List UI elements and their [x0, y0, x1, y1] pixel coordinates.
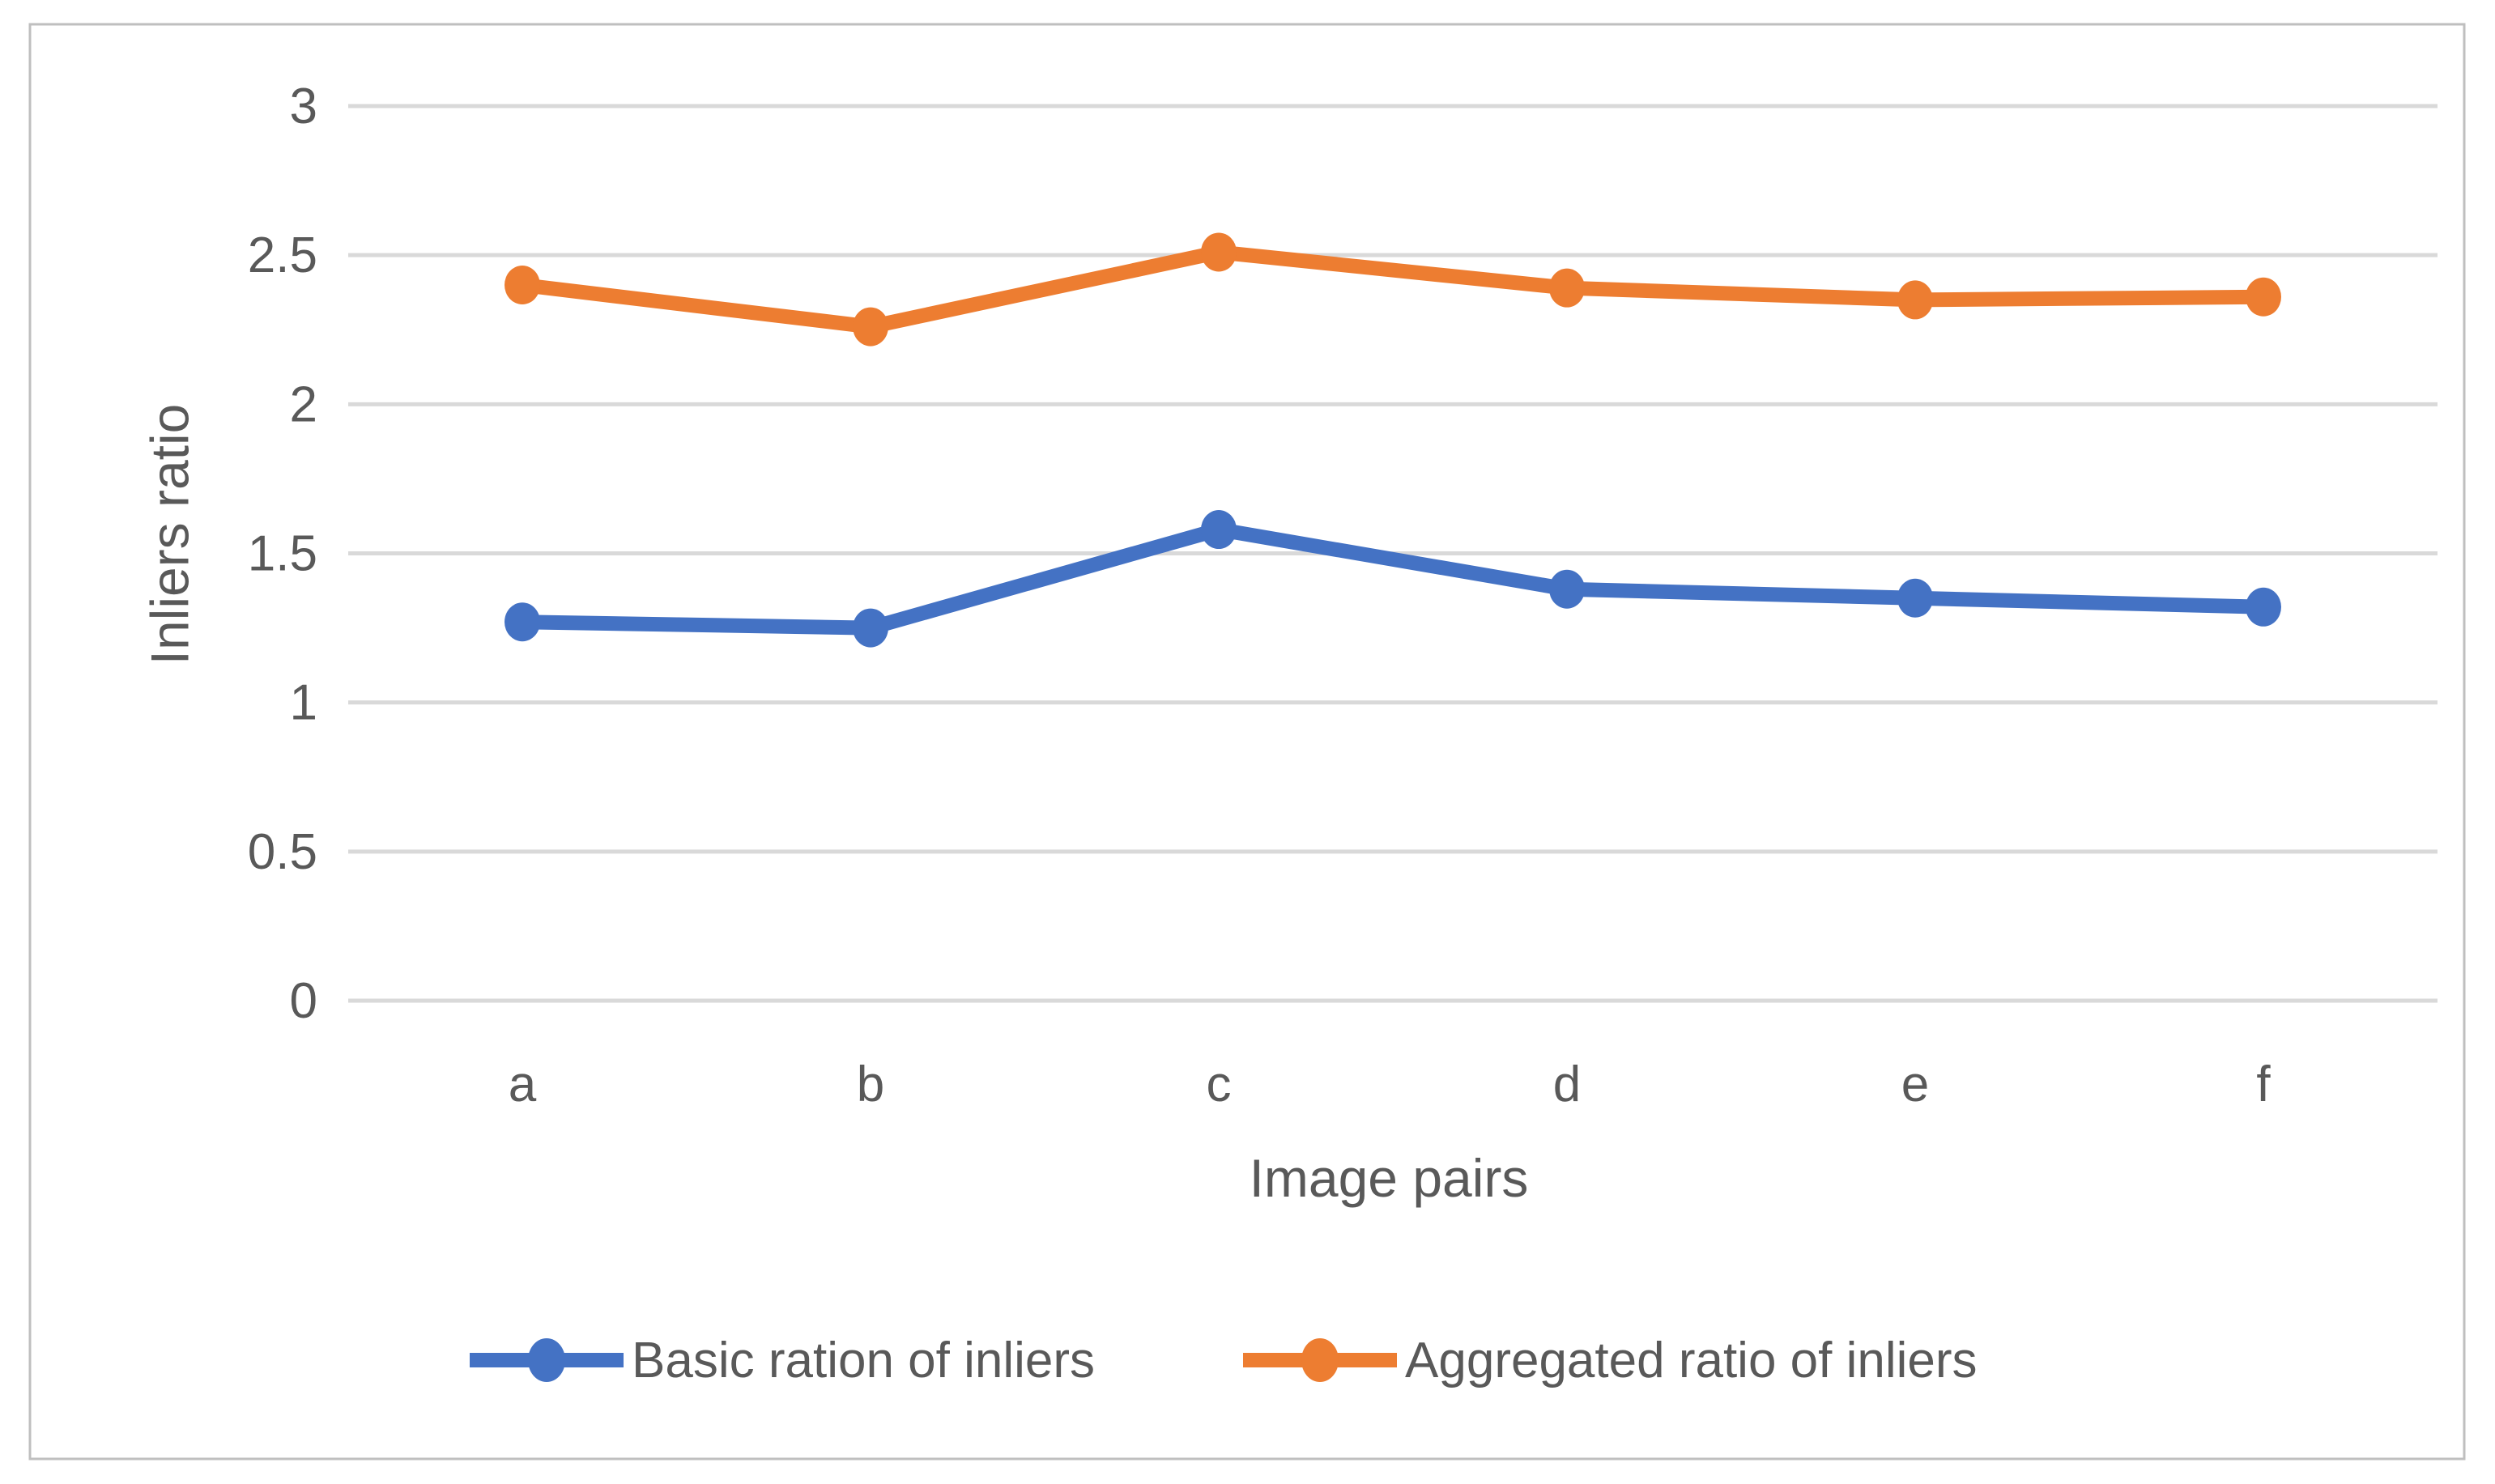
data-point-0-f [2246, 587, 2281, 627]
y-tick-label: 0.5 [248, 824, 317, 880]
data-point-1-d [1549, 268, 1585, 308]
y-tick-label: 1 [290, 675, 317, 731]
data-point-1-a [505, 266, 540, 304]
legend-item-basic: Basic ration of inliers [470, 1333, 1095, 1388]
y-tick-label: 3 [290, 79, 317, 134]
data-point-1-f [2246, 277, 2281, 317]
x-tick-label: d [1553, 1057, 1581, 1112]
data-point-0-b [853, 608, 888, 648]
y-tick-label: 2 [290, 376, 317, 432]
y-axis-title: Inliers ratio [139, 404, 199, 665]
data-point-0-c [1201, 510, 1237, 550]
x-tick-label: b [857, 1057, 884, 1112]
series-line-1 [521, 244, 2264, 334]
legend-marker-aggregated-icon [1301, 1338, 1339, 1382]
chart-border [28, 23, 2466, 1461]
x-tick-label: c [1207, 1057, 1232, 1112]
legend: Basic ration of inliers Aggregated ratio… [470, 1333, 1978, 1388]
legend-label-aggregated: Aggregated ratio of inliers [1405, 1333, 1978, 1388]
legend-marker-basic-icon [528, 1338, 565, 1382]
data-point-0-e [1897, 578, 1933, 618]
data-point-1-c [1201, 232, 1237, 272]
x-tick-label: f [2256, 1057, 2271, 1112]
x-tick-label: e [1901, 1057, 1929, 1112]
x-tick-label: a [509, 1057, 537, 1112]
legend-label-basic: Basic ration of inliers [632, 1333, 1095, 1388]
data-point-1-e [1897, 280, 1933, 320]
y-tick-label: 1.5 [248, 526, 317, 582]
y-tick-label: 2.5 [248, 227, 317, 283]
x-axis-title: Image pairs [1250, 1148, 1529, 1208]
data-point-1-b [853, 307, 888, 347]
data-point-0-a [505, 602, 540, 642]
data-point-0-d [1549, 569, 1585, 609]
plot-area: 0 0.5 1 1.5 2 2.5 3 a b c d e f [248, 79, 2438, 1112]
y-tick-label: 0 [290, 973, 317, 1029]
series-line-0 [522, 522, 2264, 636]
legend-item-aggregated: Aggregated ratio of inliers [1243, 1333, 1978, 1388]
